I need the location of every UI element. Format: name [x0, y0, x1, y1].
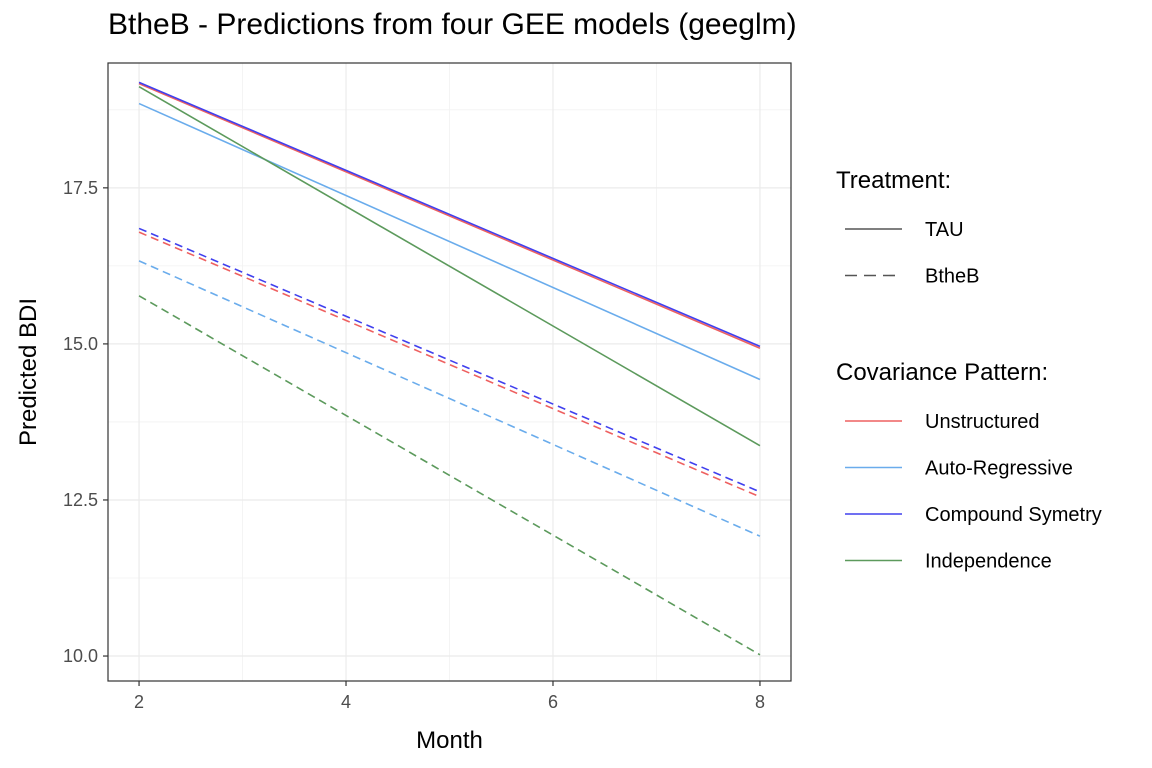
x-tick-label: 8 — [755, 692, 765, 712]
y-tick-label: 15.0 — [63, 334, 98, 354]
series-line-tau-compound-symetry — [138, 81, 761, 348]
legend-title: Covariance Pattern: — [836, 359, 1048, 386]
x-tick-label: 6 — [548, 692, 558, 712]
series-line-tau-auto-regressive — [138, 102, 761, 381]
series-line-tau-independence — [138, 86, 761, 447]
series-lines — [138, 81, 761, 656]
series-line-btheb-compound-symetry — [138, 227, 761, 493]
legend-label: TAU — [925, 219, 964, 241]
legend: Treatment: TAU BtheB Covariance Pattern: Uns… — [836, 167, 1102, 573]
axes: 2 4 6 8 10.0 12.5 15.0 17.5 Month Predicted BDI — [15, 178, 765, 754]
legend-title: Treatment: — [836, 167, 951, 194]
series-line-btheb-unstructured — [138, 231, 761, 498]
y-tick-label: 17.5 — [63, 178, 98, 198]
y-tick-label: 12.5 — [63, 490, 98, 510]
x-axis-title: Month — [416, 727, 483, 754]
x-tick-label: 4 — [341, 692, 351, 712]
series-line-btheb-independence — [138, 295, 761, 656]
x-tick-label: 2 — [134, 692, 144, 712]
legend-label: Independence — [925, 551, 1052, 573]
y-axis-title: Predicted BDI — [15, 298, 42, 446]
panel-border — [107, 62, 792, 682]
plot-panel — [108, 63, 791, 681]
legend-label: BtheB — [925, 266, 979, 288]
legend-label: Auto-Regressive — [925, 458, 1073, 480]
legend-label: Unstructured — [925, 411, 1040, 433]
chart-title: BtheB - Predictions from four GEE models… — [108, 8, 797, 41]
legend-label: Compound Symetry — [925, 504, 1102, 526]
series-line-btheb-auto-regressive — [138, 260, 761, 537]
series-line-tau-unstructured — [138, 82, 761, 350]
y-tick-label: 10.0 — [63, 646, 98, 666]
